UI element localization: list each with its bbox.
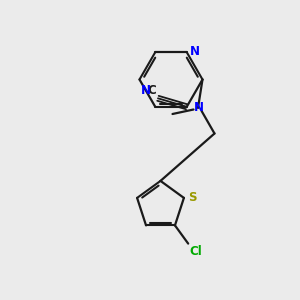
Text: N: N [140,83,151,97]
Text: S: S [188,191,197,204]
Text: N: N [190,45,200,58]
Text: N: N [194,101,204,114]
Text: Cl: Cl [189,245,202,258]
Text: C: C [148,84,157,98]
